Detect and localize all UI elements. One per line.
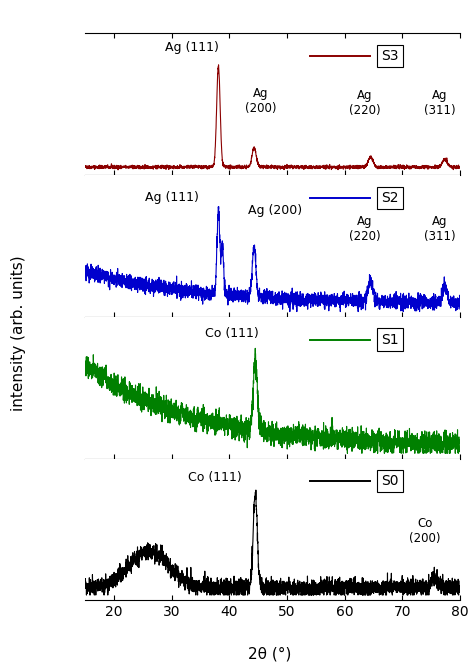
Text: Ag
(200): Ag (200) [245, 87, 277, 115]
Text: Co (111): Co (111) [188, 471, 242, 484]
Text: Co
(200): Co (200) [410, 517, 441, 545]
Text: Co (111): Co (111) [205, 327, 259, 340]
Text: Ag (200): Ag (200) [248, 204, 302, 217]
Text: Ag (111): Ag (111) [145, 191, 199, 205]
Text: Ag
(311): Ag (311) [424, 215, 456, 243]
Text: S3: S3 [381, 49, 399, 63]
Text: Ag (111): Ag (111) [165, 41, 219, 54]
Text: Ag
(311): Ag (311) [424, 89, 456, 117]
Text: 2θ (°): 2θ (°) [248, 646, 292, 661]
Text: Ag
(220): Ag (220) [349, 89, 381, 117]
Text: S1: S1 [381, 333, 399, 346]
Text: intensity (arb. units): intensity (arb. units) [11, 255, 27, 412]
Text: S2: S2 [381, 191, 399, 205]
Text: Ag
(220): Ag (220) [349, 215, 381, 243]
Text: S0: S0 [381, 474, 399, 488]
